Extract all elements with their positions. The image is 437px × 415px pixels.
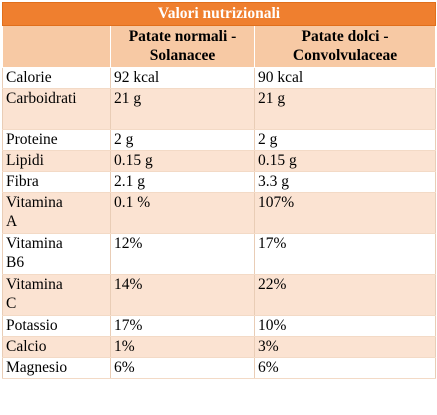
row-label: Vitamina C <box>2 274 111 316</box>
header-patate-dolci: Patate dolci - Convolvulaceae <box>253 25 437 68</box>
row-label: Magnesio <box>2 357 111 379</box>
value-dolci: 2 g <box>253 129 437 151</box>
row-label: Lipidi <box>2 150 111 172</box>
value-dolci: 22% <box>253 274 437 316</box>
table-row: Vitamina A 0.1 % 107% <box>2 192 437 234</box>
table-row: Calcio 1% 3% <box>2 336 437 358</box>
row-label: Vitamina B6 <box>2 233 111 275</box>
value-normali: 12% <box>110 233 255 275</box>
value-dolci: 90 kcal <box>253 67 437 89</box>
row-label: Vitamina A <box>2 192 111 234</box>
value-normali: 14% <box>110 274 255 316</box>
row-label: Potassio <box>2 315 111 337</box>
table-title-row: Valori nutrizionali <box>1 2 437 26</box>
value-normali: 1% <box>110 336 255 358</box>
value-dolci: 10% <box>253 315 437 337</box>
header-empty-cell <box>2 25 111 68</box>
table-row: Magnesio 6% 6% <box>2 357 437 379</box>
table-row: Vitamina C 14% 22% <box>2 274 437 316</box>
header-patate-normali: Patate normali - Solanacee <box>110 25 255 68</box>
value-dolci: 3% <box>253 336 437 358</box>
row-label: Calorie <box>2 67 111 89</box>
value-dolci: 3.3 g <box>253 171 437 193</box>
table-row: Lipidi 0.15 g 0.15 g <box>2 150 437 172</box>
value-normali: 21 g <box>110 88 255 130</box>
row-label: Calcio <box>2 336 111 358</box>
value-normali: 92 kcal <box>110 67 255 89</box>
table-header-row: Patate normali - Solanacee Patate dolci … <box>2 25 437 68</box>
value-normali: 17% <box>110 315 255 337</box>
value-normali: 2 g <box>110 129 255 151</box>
table-row: Vitamina B6 12% 17% <box>2 233 437 275</box>
row-label: Proteine <box>2 129 111 151</box>
table-row: Potassio 17% 10% <box>2 315 437 337</box>
table-row: Carboidrati 21 g 21 g <box>2 88 437 130</box>
table-row: Fibra 2.1 g 3.3 g <box>2 171 437 193</box>
nutrition-table: Valori nutrizionali Patate normali - Sol… <box>1 2 437 379</box>
value-dolci: 107% <box>253 192 437 234</box>
table-row: Proteine 2 g 2 g <box>2 129 437 151</box>
row-label: Carboidrati <box>2 88 111 130</box>
value-normali: 6% <box>110 357 255 379</box>
table-title: Valori nutrizionali <box>1 2 437 26</box>
value-dolci: 0.15 g <box>253 150 437 172</box>
value-normali: 2.1 g <box>110 171 255 193</box>
value-dolci: 6% <box>253 357 437 379</box>
value-normali: 0.15 g <box>110 150 255 172</box>
value-dolci: 17% <box>253 233 437 275</box>
table-row: Calorie 92 kcal 90 kcal <box>2 67 437 89</box>
value-dolci: 21 g <box>253 88 437 130</box>
value-normali: 0.1 % <box>110 192 255 234</box>
row-label: Fibra <box>2 171 111 193</box>
